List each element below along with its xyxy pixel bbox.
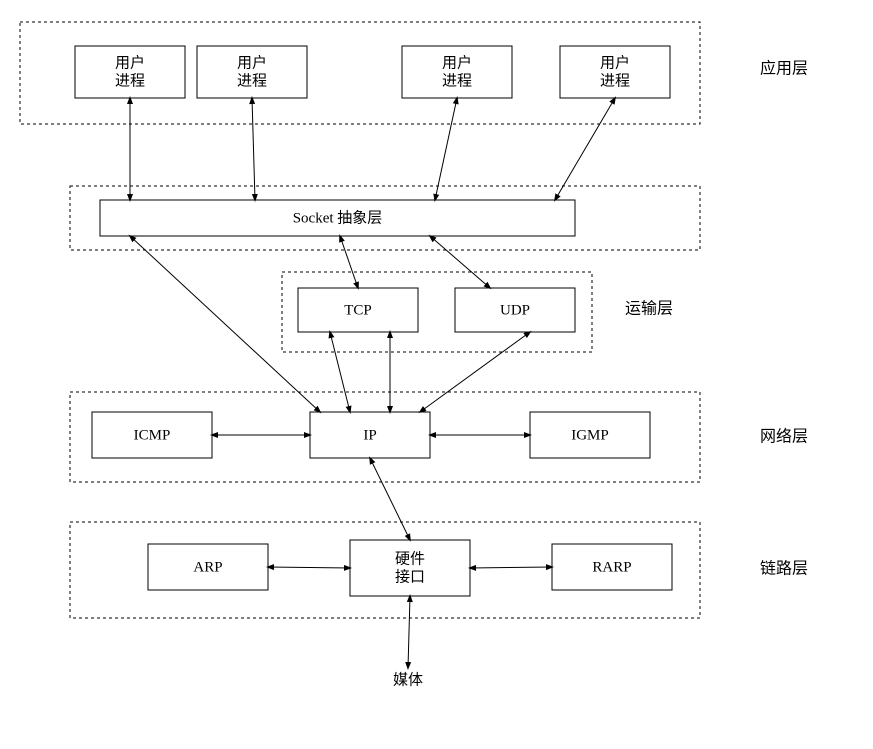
node-ip-label: IP: [363, 427, 376, 443]
node-media-label: 媒体: [393, 671, 423, 688]
node-icmp: ICMP: [92, 412, 212, 458]
node-media: 媒体: [393, 671, 423, 688]
node-u4-label: 用户: [600, 54, 630, 71]
edge-4: [130, 236, 320, 412]
node-u1-label: 用户: [115, 54, 145, 71]
edge-15: [408, 596, 410, 668]
node-arp-label: ARP: [193, 559, 222, 575]
edge-14: [470, 567, 552, 568]
node-u4: 用户进程: [560, 46, 670, 98]
node-arp: ARP: [148, 544, 268, 590]
node-u4-label: 进程: [600, 72, 630, 89]
node-u1-label: 进程: [115, 72, 145, 89]
edge-3: [555, 98, 615, 200]
node-rarp-label: RARP: [592, 559, 631, 575]
edge-7: [330, 332, 350, 412]
edge-12: [370, 458, 410, 540]
node-sock-label: Socket 抽象层: [293, 209, 383, 226]
node-udp: UDP: [455, 288, 575, 332]
network-stack-diagram: 用户进程用户进程用户进程用户进程Socket 抽象层TCPUDPICMPIPIG…: [0, 0, 873, 749]
node-u2-label: 用户: [237, 54, 267, 71]
layer-label-l_app: 应用层: [760, 59, 808, 78]
node-sock: Socket 抽象层: [100, 200, 575, 236]
node-u1: 用户进程: [75, 46, 185, 98]
node-rarp: RARP: [552, 544, 672, 590]
edge-9: [420, 332, 530, 412]
edge-13: [268, 567, 350, 568]
node-u3-label: 用户: [442, 54, 472, 71]
node-tcp: TCP: [298, 288, 418, 332]
node-u3: 用户进程: [402, 46, 512, 98]
edge-5: [340, 236, 358, 288]
node-igmp: IGMP: [530, 412, 650, 458]
node-u2-label: 进程: [237, 72, 267, 89]
node-hw-label: 接口: [395, 568, 425, 585]
edge-6: [430, 236, 490, 288]
node-hw: 硬件接口: [350, 540, 470, 596]
node-u2: 用户进程: [197, 46, 307, 98]
node-u3-label: 进程: [442, 72, 472, 89]
layer-label-l_trans: 运输层: [625, 300, 673, 318]
node-udp-label: UDP: [500, 302, 530, 318]
layer-label-l_link: 链路层: [760, 560, 808, 578]
node-ip: IP: [310, 412, 430, 458]
node-icmp-label: ICMP: [134, 427, 171, 443]
node-tcp-label: TCP: [344, 302, 372, 318]
edge-2: [435, 98, 457, 200]
edge-1: [252, 98, 255, 200]
node-igmp-label: IGMP: [571, 427, 609, 443]
layer-label-l_net: 网络层: [760, 427, 808, 446]
node-hw-label: 硬件: [395, 550, 425, 567]
